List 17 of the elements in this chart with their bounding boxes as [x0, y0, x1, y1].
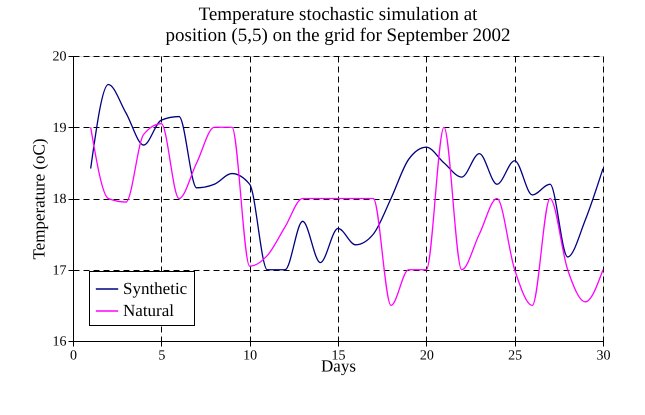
x-tick-label: 10: [243, 348, 258, 364]
x-tick-label: 25: [508, 348, 522, 364]
y-tick-label: 16: [52, 334, 66, 350]
x-tick-label: 5: [158, 348, 166, 364]
x-tick-label: 20: [420, 348, 434, 364]
y-tick-label: 20: [52, 50, 66, 64]
line-series: [90, 84, 604, 270]
x-tick-label: 0: [70, 348, 77, 364]
x-tick-label: 30: [596, 348, 610, 364]
y-tick-label: 19: [52, 120, 66, 136]
y-tick-label: 18: [52, 192, 66, 207]
text: Temperature stochastic simulation at: [198, 4, 478, 25]
y-tick-label: 17: [52, 263, 66, 278]
legend-label: Synthetic: [123, 279, 188, 298]
text: position (5,5) on the grid for September 2002: [165, 25, 511, 46]
legend-label: Natural: [123, 301, 174, 320]
y-axis-title: Temperature (oC): [30, 138, 48, 260]
